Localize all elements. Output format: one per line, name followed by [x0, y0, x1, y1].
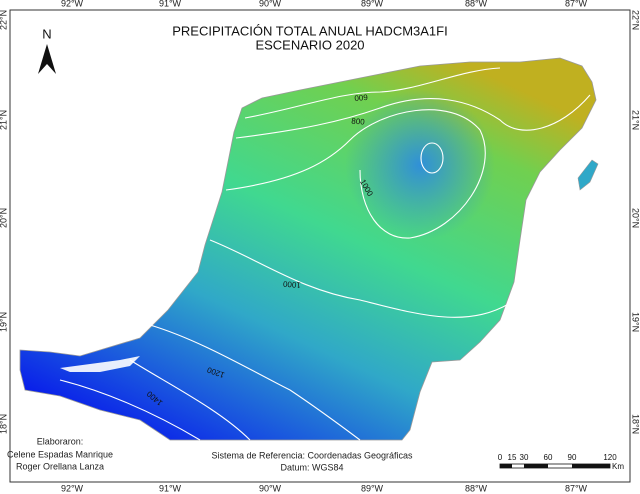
latitude-label: 20°N — [0, 208, 8, 228]
title-line: ESCENARIO 2020 — [255, 37, 364, 52]
longitude-label: 89°W — [361, 483, 384, 493]
latitude-label: 18°N — [631, 414, 640, 434]
scale-tick: 90 — [568, 453, 577, 462]
latitude-label: 22°N — [631, 10, 640, 30]
credits-author: Roger Orellana Lanza — [16, 461, 104, 471]
longitude-label: 91°W — [159, 0, 182, 8]
latitude-label: 19°N — [631, 312, 640, 332]
longitude-label: 88°W — [465, 483, 488, 493]
scale-tick: 120 — [603, 453, 617, 462]
contour-label: 1000 — [282, 279, 301, 290]
scale-bar-segment — [524, 464, 548, 468]
contour-label: 600 — [353, 92, 368, 102]
scale-bar-segment — [572, 464, 610, 468]
credits-heading: Elaboraron: — [37, 436, 84, 446]
scale-tick: 60 — [544, 453, 553, 462]
longitude-label: 88°W — [465, 0, 488, 8]
longitude-label: 89°W — [361, 0, 384, 8]
longitude-label: 90°W — [259, 483, 282, 493]
latitude-label: 21°N — [0, 110, 8, 130]
latitude-label: 18°N — [0, 414, 8, 434]
peninsula — [19, 57, 599, 441]
title-line: PRECIPITACIÓN TOTAL ANUAL HADCM3A1FI — [172, 23, 447, 38]
latitude-label: 20°N — [631, 208, 640, 228]
longitude-label: 92°W — [61, 0, 84, 8]
reference: Sistema de Referencia: Coordenadas Geogr… — [211, 450, 413, 460]
latitude-label: 21°N — [631, 110, 640, 130]
scale-bar-segment — [500, 464, 512, 468]
contours — [59, 67, 591, 441]
longitude-label: 91°W — [159, 483, 182, 493]
latitude-label: 19°N — [0, 312, 8, 332]
north-label: N — [42, 26, 51, 41]
longitude-label: 87°W — [565, 483, 588, 493]
latitude-label: 22°N — [0, 10, 8, 30]
longitude-label: 87°W — [565, 0, 588, 8]
scale-tick: 30 — [520, 453, 529, 462]
credits-author: Celene Espadas Manrique — [7, 449, 113, 459]
scale-tick: 0 — [498, 453, 503, 462]
scale-unit: Km — [612, 462, 624, 471]
north-arrow — [38, 44, 56, 74]
reference: Datum: WGS84 — [280, 462, 343, 472]
scale-tick: 15 — [508, 453, 517, 462]
longitude-label: 90°W — [259, 0, 282, 8]
contour-label: 800 — [351, 117, 366, 127]
longitude-label: 92°W — [61, 483, 84, 493]
